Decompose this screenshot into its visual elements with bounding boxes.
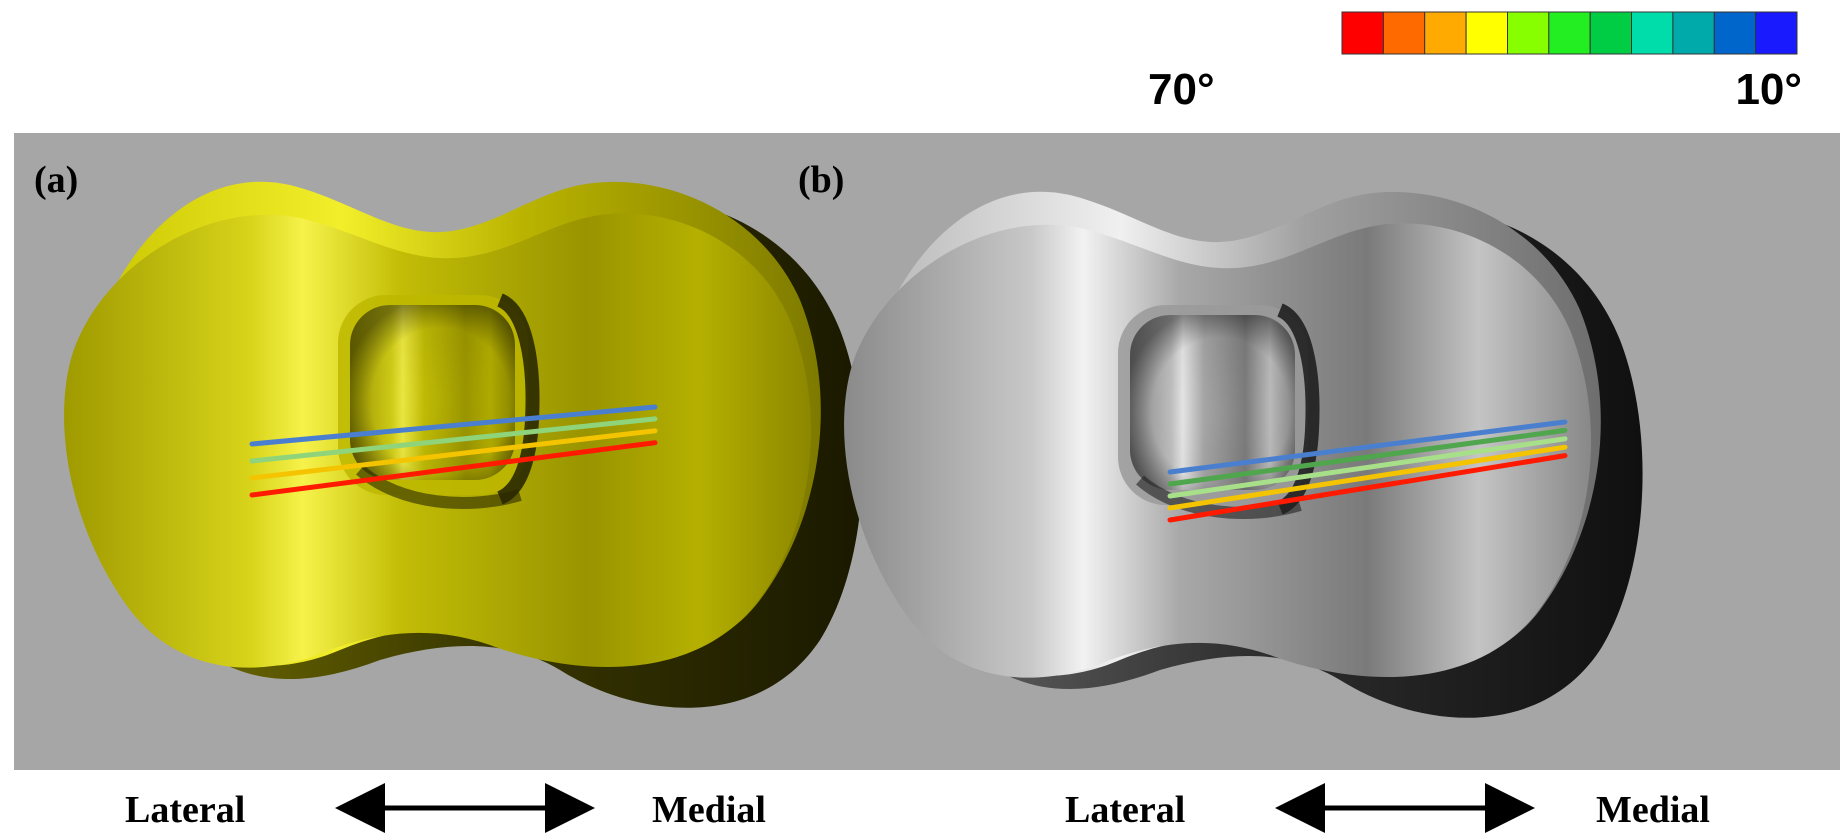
panel-b-lateral-label: Lateral	[1065, 789, 1185, 831]
angle-line	[249, 404, 658, 447]
colorbar-cell	[1713, 11, 1757, 55]
angle-line	[249, 416, 658, 464]
colorbar-cell	[1507, 11, 1550, 55]
angle-line	[1167, 427, 1568, 487]
panel-b-medial-label: Medial	[1596, 789, 1710, 831]
colorbar-cells	[1341, 11, 1798, 55]
panel-b-angle-lines	[1167, 419, 1568, 523]
panel-a-label: (a)	[34, 159, 78, 201]
panel-b-label: (b)	[798, 159, 844, 201]
colorbar-label-max: 70°	[1148, 65, 1215, 114]
angle-line	[249, 440, 658, 498]
colorbar-cell	[1465, 11, 1508, 55]
panel-a-lateral-label: Lateral	[125, 789, 245, 831]
color-scale: 70° 10°	[1148, 11, 1802, 114]
panel-a-direction: Lateral Medial	[125, 783, 766, 833]
colorbar-cell	[1341, 11, 1384, 55]
angle-line	[1167, 444, 1568, 511]
panel-a: (a)	[34, 159, 863, 708]
colorbar-cell	[1589, 11, 1633, 55]
angle-line	[1167, 436, 1568, 499]
angle-line	[1167, 419, 1568, 475]
colorbar-label-min: 10°	[1735, 65, 1802, 114]
angle-line	[249, 428, 658, 481]
angle-line	[1167, 453, 1568, 523]
colorbar-cell	[1672, 11, 1715, 55]
panel-a-angle-lines	[249, 404, 658, 498]
panel-b: (b)	[798, 159, 1643, 718]
colorbar-cell	[1424, 11, 1467, 55]
colorbar-cell	[1631, 11, 1674, 55]
panel-a-medial-label: Medial	[652, 789, 766, 831]
colorbar-cell	[1382, 11, 1426, 55]
colorbar-cell	[1755, 11, 1798, 55]
panel-b-direction: Lateral Medial	[1065, 783, 1710, 833]
colorbar-cell	[1548, 11, 1591, 55]
